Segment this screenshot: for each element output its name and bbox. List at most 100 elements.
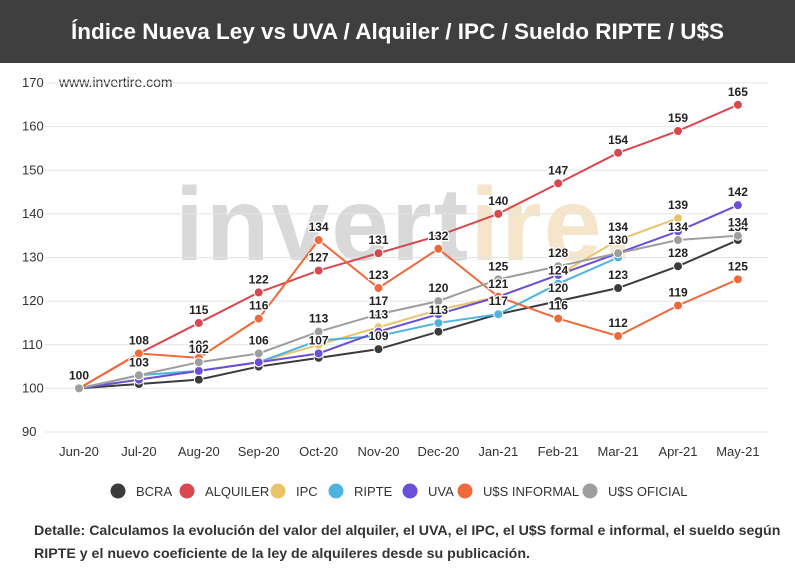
data-label: 134 [309, 220, 329, 234]
legend-label: ALQUILER [205, 484, 269, 499]
data-point [613, 235, 624, 246]
x-tick-label: Mar-21 [598, 444, 639, 459]
data-label: 106 [249, 333, 269, 347]
data-label: 128 [668, 246, 688, 260]
x-tick-label: May-21 [716, 444, 759, 459]
data-label: 113 [309, 312, 329, 326]
x-tick-label: Jun-20 [59, 444, 99, 459]
data-label: 113 [429, 303, 449, 317]
legend-item: UVA [402, 483, 454, 499]
y-tick-label: 140 [22, 206, 44, 221]
data-point [313, 348, 324, 359]
series-line [78, 204, 739, 390]
data-point [493, 309, 504, 320]
legend-label: UVA [428, 484, 454, 499]
x-tick-label: Jul-20 [121, 444, 156, 459]
data-point [193, 365, 204, 376]
data-point [493, 274, 504, 285]
y-tick-label: 170 [22, 75, 44, 90]
legend-swatch [270, 483, 286, 499]
data-label: 100 [69, 368, 89, 382]
data-label: 124 [548, 264, 568, 278]
x-tick-label: Sep-20 [238, 444, 280, 459]
legend-item: IPC [270, 483, 318, 499]
chart-footnote: Detalle: Calculamos la evolución del val… [34, 523, 781, 562]
data-label: 117 [369, 294, 389, 308]
data-point [673, 235, 683, 246]
data-point [673, 261, 683, 272]
series-alquiler [74, 99, 743, 394]
data-point [253, 348, 264, 359]
data-label: 120 [428, 281, 448, 295]
data-point [732, 230, 743, 241]
data-label: 159 [668, 111, 688, 125]
y-tick-label: 90 [22, 424, 36, 439]
data-label: 120 [548, 281, 568, 295]
data-label: 134 [608, 220, 628, 234]
legend-item: RIPTE [328, 483, 393, 499]
legend-swatch [582, 483, 598, 499]
data-label: 130 [608, 233, 628, 247]
data-label: 103 [129, 355, 149, 369]
legend-swatch [110, 483, 126, 499]
chart-source-label: www.invertire.com [58, 74, 173, 90]
legend-item: U$S OFICIAL [582, 483, 687, 499]
data-label: 131 [368, 233, 388, 247]
data-point [193, 317, 204, 328]
legend-label: BCRA [136, 484, 172, 499]
y-tick-label: 110 [22, 337, 43, 352]
data-label: 147 [548, 163, 568, 177]
data-point [373, 326, 384, 337]
chart-watermark-left: invert [175, 167, 470, 283]
data-label: 134 [728, 216, 748, 230]
data-label: 134 [728, 220, 748, 234]
data-point [433, 296, 444, 307]
series-line [78, 103, 739, 390]
series-line [78, 234, 738, 390]
chart-data-labels: 109 120 123 128 134 100 108 115 122 127 131 140 147 1… [68, 84, 750, 384]
line-chart: www.invertire.com invertire. 90100110120… [22, 74, 768, 499]
data-label: 119 [668, 285, 688, 299]
data-label: 165 [728, 85, 748, 99]
x-tick-label: Nov-20 [358, 444, 400, 459]
data-point [253, 287, 264, 298]
data-point [732, 274, 743, 285]
data-label: 125 [728, 259, 748, 273]
series-line [78, 256, 619, 390]
data-point [732, 99, 743, 110]
data-label: 113 [369, 307, 389, 321]
data-label: 122 [249, 272, 269, 286]
data-point [313, 265, 324, 276]
data-point [313, 326, 324, 337]
x-tick-label: Feb-21 [538, 444, 579, 459]
data-point [553, 313, 564, 324]
series-u-s-oficial [74, 230, 743, 394]
legend-label: U$S INFORMAL [483, 484, 579, 499]
data-label: 116 [249, 299, 269, 313]
data-point [373, 344, 384, 355]
data-label: 121 [488, 277, 508, 291]
data-point [553, 178, 564, 189]
data-point [433, 309, 444, 320]
y-tick-label: 130 [22, 250, 44, 265]
data-label: 102 [189, 342, 209, 356]
y-tick-label: 150 [22, 162, 44, 177]
y-tick-label: 160 [22, 119, 44, 134]
x-axis: Jun-20 Jul-20 Aug-20 Sep-20 Oct-20 Nov-20 Dec-… [59, 444, 759, 459]
chart-series [74, 99, 743, 394]
data-point [133, 348, 144, 359]
data-point [373, 248, 384, 259]
data-label: 116 [549, 299, 569, 313]
x-tick-label: Apr-21 [658, 444, 697, 459]
page-title: Índice Nueva Ley vs UVA / Alquiler / IPC… [70, 19, 725, 44]
data-point [193, 374, 204, 385]
data-label: 132 [428, 229, 448, 243]
data-point [613, 248, 624, 259]
series-line [78, 238, 739, 390]
data-label: 108 [129, 333, 149, 347]
data-point [732, 200, 743, 211]
data-point [613, 147, 624, 158]
data-label: 125 [488, 259, 508, 273]
chart-gridlines [45, 82, 768, 433]
data-point [373, 309, 384, 320]
